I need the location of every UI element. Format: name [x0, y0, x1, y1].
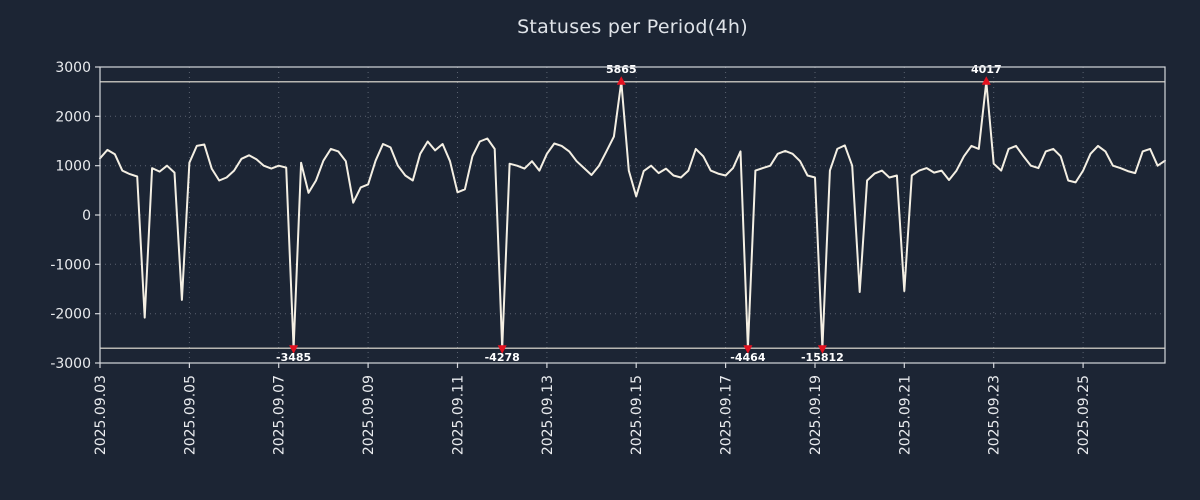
- x-tick-label: 2025.09.13: [540, 375, 556, 455]
- x-tick-label: 2025.09.03: [93, 375, 109, 455]
- spike-value-label: 4017: [971, 63, 1002, 76]
- spike-marker-down-icon: [289, 345, 299, 354]
- x-tick-label: 2025.09.11: [451, 375, 467, 455]
- y-tick-label: 0: [82, 208, 91, 224]
- y-tick-label: -3000: [50, 356, 91, 372]
- spike-value-label: -3485: [276, 351, 311, 364]
- spike-value-label: -4464: [730, 351, 766, 364]
- x-tick-label: 2025.09.15: [629, 375, 645, 455]
- x-tick-label: 2025.09.25: [1076, 375, 1092, 455]
- spike-value-label: 5865: [606, 63, 637, 76]
- spike-marker-up-icon: [981, 76, 991, 85]
- spike-marker-down-icon: [743, 345, 753, 354]
- x-tick-label: 2025.09.09: [361, 375, 377, 455]
- x-tick-label: 2025.09.19: [808, 375, 824, 455]
- y-tick-label: 3000: [55, 60, 91, 76]
- spike-value-label: -4278: [485, 351, 520, 364]
- y-tick-label: -2000: [50, 307, 91, 323]
- x-tick-label: 2025.09.05: [182, 375, 198, 455]
- spike-marker-down-icon: [497, 345, 507, 354]
- x-tick-label: 2025.09.21: [897, 375, 913, 455]
- chart-title: Statuses per Period(4h): [517, 16, 748, 38]
- series-line: [99, 80, 1166, 350]
- y-tick-label: 1000: [55, 159, 91, 175]
- x-tick-label: 2025.09.17: [719, 375, 735, 455]
- y-tick-label: 2000: [55, 109, 91, 125]
- x-tick-label: 2025.09.23: [987, 375, 1003, 455]
- spike-marker-up-icon: [616, 76, 626, 85]
- spike-marker-down-icon: [817, 345, 827, 354]
- x-tick-label: 2025.09.07: [272, 375, 288, 455]
- spike-value-label: -15812: [801, 351, 844, 364]
- y-tick-label: -1000: [50, 257, 91, 273]
